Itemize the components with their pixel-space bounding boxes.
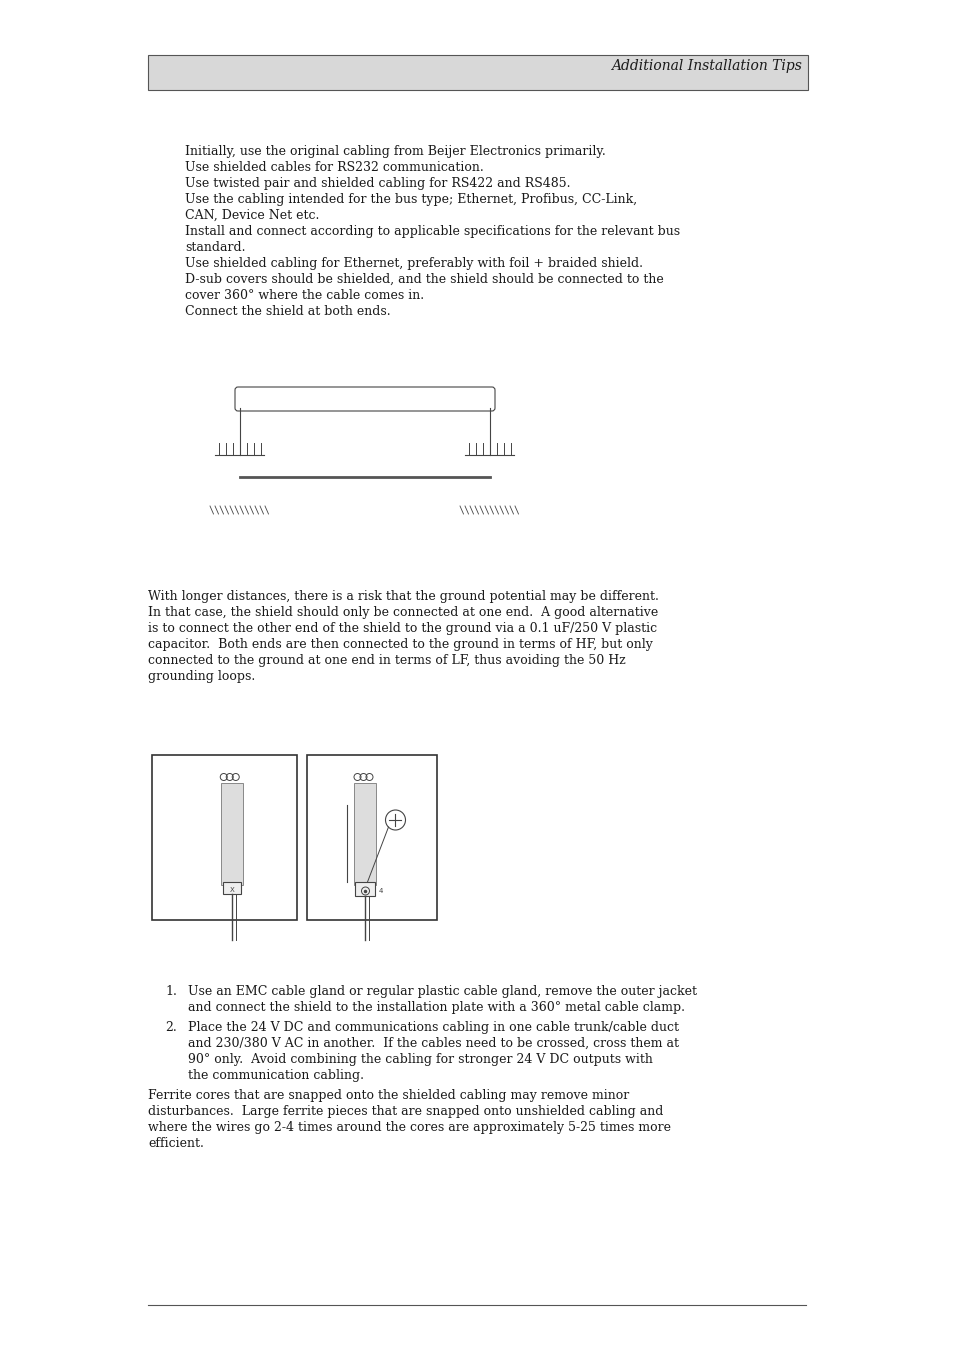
- Bar: [222, 882, 240, 894]
- Text: Place the 24 V DC and communications cabling in one cable trunk/cable duct: Place the 24 V DC and communications cab…: [188, 1021, 679, 1034]
- Bar: [355, 783, 376, 886]
- Text: standard.: standard.: [185, 242, 245, 254]
- Text: the communication cabling.: the communication cabling.: [188, 1069, 364, 1081]
- Bar: [307, 755, 436, 919]
- Text: In that case, the shield should only be connected at one end.  A good alternativ: In that case, the shield should only be …: [148, 606, 658, 620]
- Text: Connect the shield at both ends.: Connect the shield at both ends.: [185, 305, 390, 319]
- Text: 1.: 1.: [165, 986, 176, 998]
- Text: X: X: [229, 887, 233, 892]
- Text: Initially, use the original cabling from Beijer Electronics primarily.: Initially, use the original cabling from…: [185, 144, 605, 158]
- Text: Use an EMC cable gland or regular plastic cable gland, remove the outer jacket: Use an EMC cable gland or regular plasti…: [188, 986, 697, 998]
- Text: grounding loops.: grounding loops.: [148, 670, 255, 683]
- Text: connected to the ground at one end in terms of LF, thus avoiding the 50 Hz: connected to the ground at one end in te…: [148, 653, 625, 667]
- Text: 4: 4: [378, 888, 382, 894]
- Text: is to connect the other end of the shield to the ground via a 0.1 uF/250 V plast: is to connect the other end of the shiel…: [148, 622, 657, 634]
- Text: 2.: 2.: [165, 1021, 176, 1034]
- Text: D-sub covers should be shielded, and the shield should be connected to the: D-sub covers should be shielded, and the…: [185, 273, 663, 286]
- Text: CAN, Device Net etc.: CAN, Device Net etc.: [185, 209, 319, 221]
- Text: 90° only.  Avoid combining the cabling for stronger 24 V DC outputs with: 90° only. Avoid combining the cabling fo…: [188, 1053, 652, 1066]
- Text: capacitor.  Both ends are then connected to the ground in terms of HF, but only: capacitor. Both ends are then connected …: [148, 639, 652, 651]
- Text: disturbances.  Large ferrite pieces that are snapped onto unshielded cabling and: disturbances. Large ferrite pieces that …: [148, 1106, 662, 1118]
- Bar: [148, 55, 807, 90]
- FancyBboxPatch shape: [234, 387, 495, 410]
- Bar: [355, 882, 375, 896]
- Text: Additional Installation Tips: Additional Installation Tips: [611, 59, 801, 73]
- Text: Use shielded cabling for Ethernet, preferably with foil + braided shield.: Use shielded cabling for Ethernet, prefe…: [185, 256, 642, 270]
- Text: Use twisted pair and shielded cabling for RS422 and RS485.: Use twisted pair and shielded cabling fo…: [185, 177, 570, 190]
- Bar: [220, 783, 242, 886]
- Bar: [152, 755, 296, 919]
- Text: Use the cabling intended for the bus type; Ethernet, Profibus, CC-Link,: Use the cabling intended for the bus typ…: [185, 193, 637, 207]
- Text: cover 360° where the cable comes in.: cover 360° where the cable comes in.: [185, 289, 424, 302]
- Text: and connect the shield to the installation plate with a 360° metal cable clamp.: and connect the shield to the installati…: [188, 1000, 684, 1014]
- Text: Use shielded cables for RS232 communication.: Use shielded cables for RS232 communicat…: [185, 161, 483, 174]
- Text: Install and connect according to applicable specifications for the relevant bus: Install and connect according to applica…: [185, 225, 679, 238]
- Text: With longer distances, there is a risk that the ground potential may be differen: With longer distances, there is a risk t…: [148, 590, 659, 603]
- Text: and 230/380 V AC in another.  If the cables need to be crossed, cross them at: and 230/380 V AC in another. If the cabl…: [188, 1037, 679, 1050]
- Text: where the wires go 2-4 times around the cores are approximately 5-25 times more: where the wires go 2-4 times around the …: [148, 1120, 670, 1134]
- Text: Ferrite cores that are snapped onto the shielded cabling may remove minor: Ferrite cores that are snapped onto the …: [148, 1089, 629, 1102]
- Text: efficient.: efficient.: [148, 1137, 204, 1150]
